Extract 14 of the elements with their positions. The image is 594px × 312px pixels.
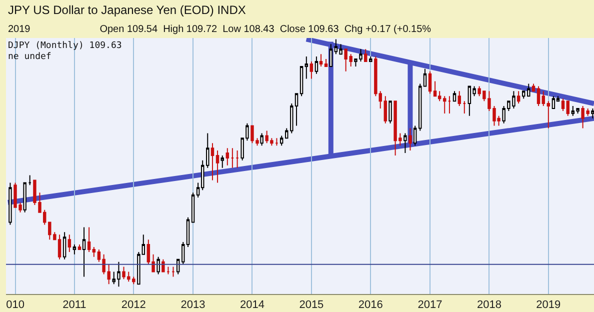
- x-tick-label: 2011: [62, 299, 86, 312]
- x-tick-label: 010: [6, 299, 24, 312]
- x-tick-label: 2015: [299, 299, 324, 312]
- annotation: ne undef: [8, 52, 52, 62]
- x-tick-label: 2016: [358, 299, 383, 312]
- annotation: DJPY (Monthly) 109.63: [8, 41, 122, 51]
- x-tick-label: 2012: [121, 299, 146, 312]
- x-tick-label: 2014: [240, 299, 264, 312]
- chart-title: JPY US Dollar to Japanese Yen (EOD) INDX: [8, 3, 246, 17]
- x-tick-label: 2017: [418, 299, 442, 312]
- chart-subtitle: 2019 Open 109.54 High 109.72 Low 108.43 Close 109.63 Chg +0.17 (+0.15%: [8, 24, 432, 35]
- x-tick-label: 2019: [536, 299, 561, 312]
- x-tick-label: 2018: [476, 299, 502, 312]
- x-tick-label: 2013: [180, 299, 206, 312]
